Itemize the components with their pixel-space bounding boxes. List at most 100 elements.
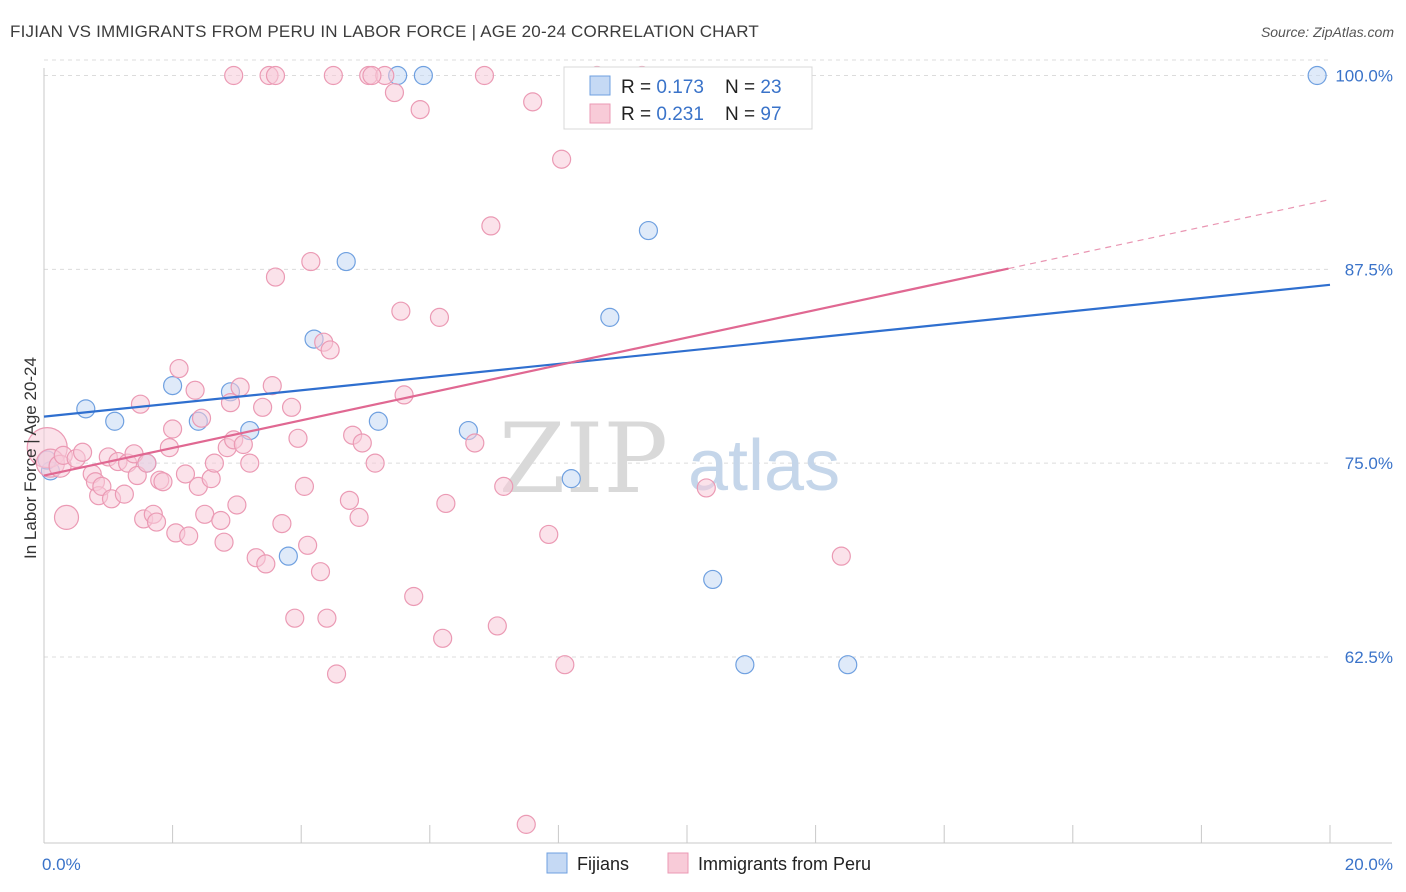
legend-n-value-2: 97 <box>760 104 781 125</box>
legend-swatch-fijians <box>589 75 611 96</box>
svg-text:R = 0.173: R = 0.173 <box>621 77 704 98</box>
peru-point <box>285 608 305 628</box>
svg-text:N = 23: N = 23 <box>725 77 782 98</box>
series-legend: Fijians Immigrants from Peru <box>546 852 871 874</box>
data-points <box>26 65 1327 834</box>
peru-point <box>114 484 134 504</box>
fijians-point <box>105 411 125 431</box>
fijians-point <box>600 307 620 327</box>
fijians-point <box>703 569 723 590</box>
peru-point <box>214 532 234 552</box>
peru-point <box>191 408 212 428</box>
legend-r-label-1: R = <box>621 77 656 98</box>
fijians-point <box>561 469 581 489</box>
peru-point <box>831 546 851 566</box>
fijians-point <box>278 546 298 566</box>
legend-r-value-2: 0.231 <box>656 104 704 125</box>
peru-point <box>494 476 514 496</box>
series-legend-swatch-peru <box>667 852 689 874</box>
peru-point <box>391 301 411 321</box>
peru-point <box>294 476 315 496</box>
peru-point <box>175 464 196 484</box>
fijians-point <box>413 65 433 86</box>
peru-point <box>153 472 173 492</box>
peru-point <box>429 307 450 327</box>
peru-point <box>163 419 183 439</box>
chart-title: FIJIAN VS IMMIGRANTS FROM PERU IN LABOR … <box>10 22 759 41</box>
peru-point <box>137 453 157 473</box>
peru-point <box>195 504 215 524</box>
y-tick-label: 100.0% <box>1335 67 1393 86</box>
peru-point <box>365 453 385 473</box>
peru-point <box>72 442 93 462</box>
watermark: ZIP atlas <box>499 403 840 515</box>
legend-n-value-1: 23 <box>760 77 781 98</box>
chart-source: Source: ZipAtlas.com <box>1260 24 1394 40</box>
x-tick-label-max: 20.0% <box>1345 855 1393 874</box>
peru-point <box>204 453 224 473</box>
peru-point <box>240 453 260 473</box>
watermark-zip: ZIP <box>499 403 668 515</box>
peru-point <box>433 628 453 648</box>
peru-point <box>262 376 282 396</box>
peru-point <box>146 512 167 532</box>
series-legend-label-fijians: Fijians <box>577 854 629 874</box>
peru-point <box>130 394 151 414</box>
peru-point <box>233 434 253 455</box>
peru-point <box>539 524 559 545</box>
fijians-point <box>368 411 388 431</box>
peru-point <box>516 814 536 834</box>
series-legend-label-peru: Immigrants from Peru <box>698 854 871 874</box>
peru-point <box>552 149 572 169</box>
peru-point <box>256 554 276 574</box>
peru-point <box>230 377 250 397</box>
fijians-trend-line <box>43 283 1331 418</box>
peru-point <box>404 586 424 607</box>
fijians-point <box>735 655 755 675</box>
peru-point <box>185 380 205 400</box>
peru-point <box>53 504 80 530</box>
legend-r-label-2: R = <box>621 104 656 125</box>
peru-point <box>211 510 231 531</box>
y-tick-label: 75.0% <box>1345 454 1393 473</box>
peru-point <box>272 513 292 534</box>
stats-legend: R = 0.173 N = 23 R = 0.231 N = 97 <box>563 66 813 130</box>
fijians-point <box>838 655 858 675</box>
svg-text:N = 97: N = 97 <box>725 104 782 125</box>
fijians-point <box>638 220 659 241</box>
peru-point <box>169 358 189 379</box>
peru-point <box>474 65 495 86</box>
fijians-point <box>76 399 96 419</box>
legend-n-label-2: N = <box>725 104 760 125</box>
legend-n-label-1: N = <box>725 77 760 98</box>
peru-point <box>323 65 343 86</box>
peru-point <box>179 526 199 546</box>
peru-trend-line <box>43 267 1009 477</box>
peru-point <box>281 397 302 417</box>
peru-point <box>487 616 507 636</box>
peru-point <box>436 493 456 514</box>
peru-point <box>201 469 221 489</box>
peru-point <box>326 664 347 684</box>
peru-point <box>696 478 716 498</box>
fijians-point <box>336 251 356 272</box>
peru-point <box>410 100 430 120</box>
peru-point <box>320 340 340 360</box>
peru-point <box>362 65 382 86</box>
peru-point <box>253 397 273 417</box>
series-legend-swatch-fijians <box>546 852 568 874</box>
peru-trend-line-extension <box>1008 198 1331 270</box>
y-tick-label: 87.5% <box>1345 260 1393 279</box>
y-tick-label: 62.5% <box>1345 648 1393 667</box>
peru-point <box>317 608 337 628</box>
peru-point <box>394 385 414 405</box>
peru-point <box>555 655 575 675</box>
peru-point <box>288 428 308 448</box>
peru-point <box>349 507 369 527</box>
peru-point <box>465 433 485 453</box>
peru-point <box>523 92 543 112</box>
peru-point <box>339 490 360 510</box>
legend-r-value-1: 0.173 <box>656 77 704 98</box>
peru-point <box>481 216 501 236</box>
